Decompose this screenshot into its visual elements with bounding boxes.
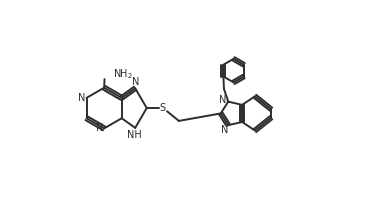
Text: N: N — [219, 95, 226, 105]
Text: NH$_2$: NH$_2$ — [113, 67, 133, 81]
Text: S: S — [160, 103, 166, 113]
Text: N: N — [96, 123, 103, 133]
Text: N: N — [78, 93, 85, 103]
Text: N: N — [221, 125, 228, 135]
Text: NH: NH — [127, 130, 141, 140]
Text: N: N — [132, 77, 139, 87]
